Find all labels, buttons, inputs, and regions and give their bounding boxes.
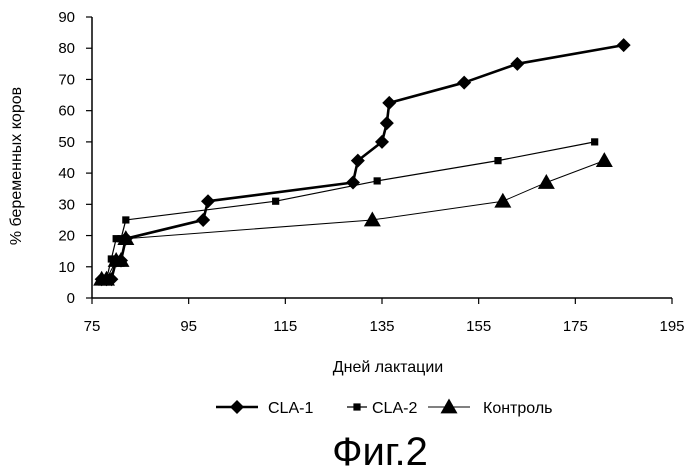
data-point-diamond bbox=[196, 213, 210, 227]
legend-item: CLA-2 bbox=[347, 400, 417, 417]
series-CLA-1 bbox=[95, 38, 631, 286]
y-tick-label: 70 bbox=[58, 71, 75, 88]
x-tick-label: 75 bbox=[84, 318, 101, 335]
series-layer bbox=[93, 38, 631, 286]
legend-label: CLA-2 bbox=[372, 400, 417, 417]
data-point-diamond bbox=[201, 194, 215, 208]
series-Контроль bbox=[93, 152, 613, 286]
x-tick-label: 115 bbox=[273, 318, 297, 335]
data-point-diamond bbox=[382, 96, 396, 110]
series-CLA-2 bbox=[98, 138, 598, 283]
legend-label: CLA-1 bbox=[268, 400, 313, 417]
x-tick-label: 175 bbox=[563, 318, 588, 335]
y-tick-label: 40 bbox=[58, 165, 75, 182]
x-tick-label: 95 bbox=[180, 318, 197, 335]
y-tick-label: 80 bbox=[58, 40, 75, 57]
x-tick-label: 195 bbox=[659, 318, 684, 335]
y-tick-label: 90 bbox=[58, 9, 75, 26]
data-point-diamond bbox=[346, 175, 360, 189]
data-point-triangle bbox=[494, 193, 511, 208]
data-point-diamond bbox=[617, 38, 631, 52]
data-point-square bbox=[353, 403, 360, 410]
data-point-square bbox=[494, 157, 501, 164]
y-tick-label: 50 bbox=[58, 134, 75, 151]
data-point-square bbox=[591, 138, 598, 145]
y-tick-label: 20 bbox=[58, 228, 75, 245]
legend-item: Контроль bbox=[428, 399, 553, 418]
data-point-triangle bbox=[538, 174, 555, 189]
data-point-square bbox=[122, 216, 129, 223]
x-tick-label: 135 bbox=[369, 318, 394, 335]
figure-caption: Фиг.2 bbox=[332, 430, 428, 474]
x-axis-ticks: 75 95 115 135 155 175 195 bbox=[84, 298, 685, 335]
y-tick-label: 60 bbox=[58, 103, 75, 120]
x-axis-title: Дней лактации bbox=[333, 359, 443, 376]
data-point-diamond bbox=[457, 76, 471, 90]
y-axis-ticks: 0 10 20 30 40 50 60 70 80 90 bbox=[58, 9, 92, 307]
legend: CLA-1 CLA-2 Контроль bbox=[216, 399, 553, 418]
x-tick-label: 155 bbox=[466, 318, 491, 335]
data-point-square bbox=[272, 198, 279, 205]
y-tick-label: 10 bbox=[58, 259, 75, 276]
data-point-diamond bbox=[510, 57, 524, 71]
data-point-square bbox=[374, 177, 381, 184]
data-point-triangle bbox=[596, 152, 613, 167]
data-point-diamond bbox=[230, 400, 244, 414]
plot-area: 75 95 115 135 155 175 195 0 10 20 30 40 50 60 70 80 90 bbox=[58, 9, 684, 335]
data-point-triangle bbox=[441, 399, 458, 414]
data-point-diamond bbox=[380, 116, 394, 130]
y-tick-label: 0 bbox=[67, 290, 75, 307]
y-tick-label: 30 bbox=[58, 196, 75, 213]
legend-label: Контроль bbox=[483, 400, 553, 417]
y-axis-title: % беременных коров bbox=[8, 87, 25, 245]
series-line bbox=[102, 142, 595, 279]
legend-item: CLA-1 bbox=[216, 400, 313, 417]
